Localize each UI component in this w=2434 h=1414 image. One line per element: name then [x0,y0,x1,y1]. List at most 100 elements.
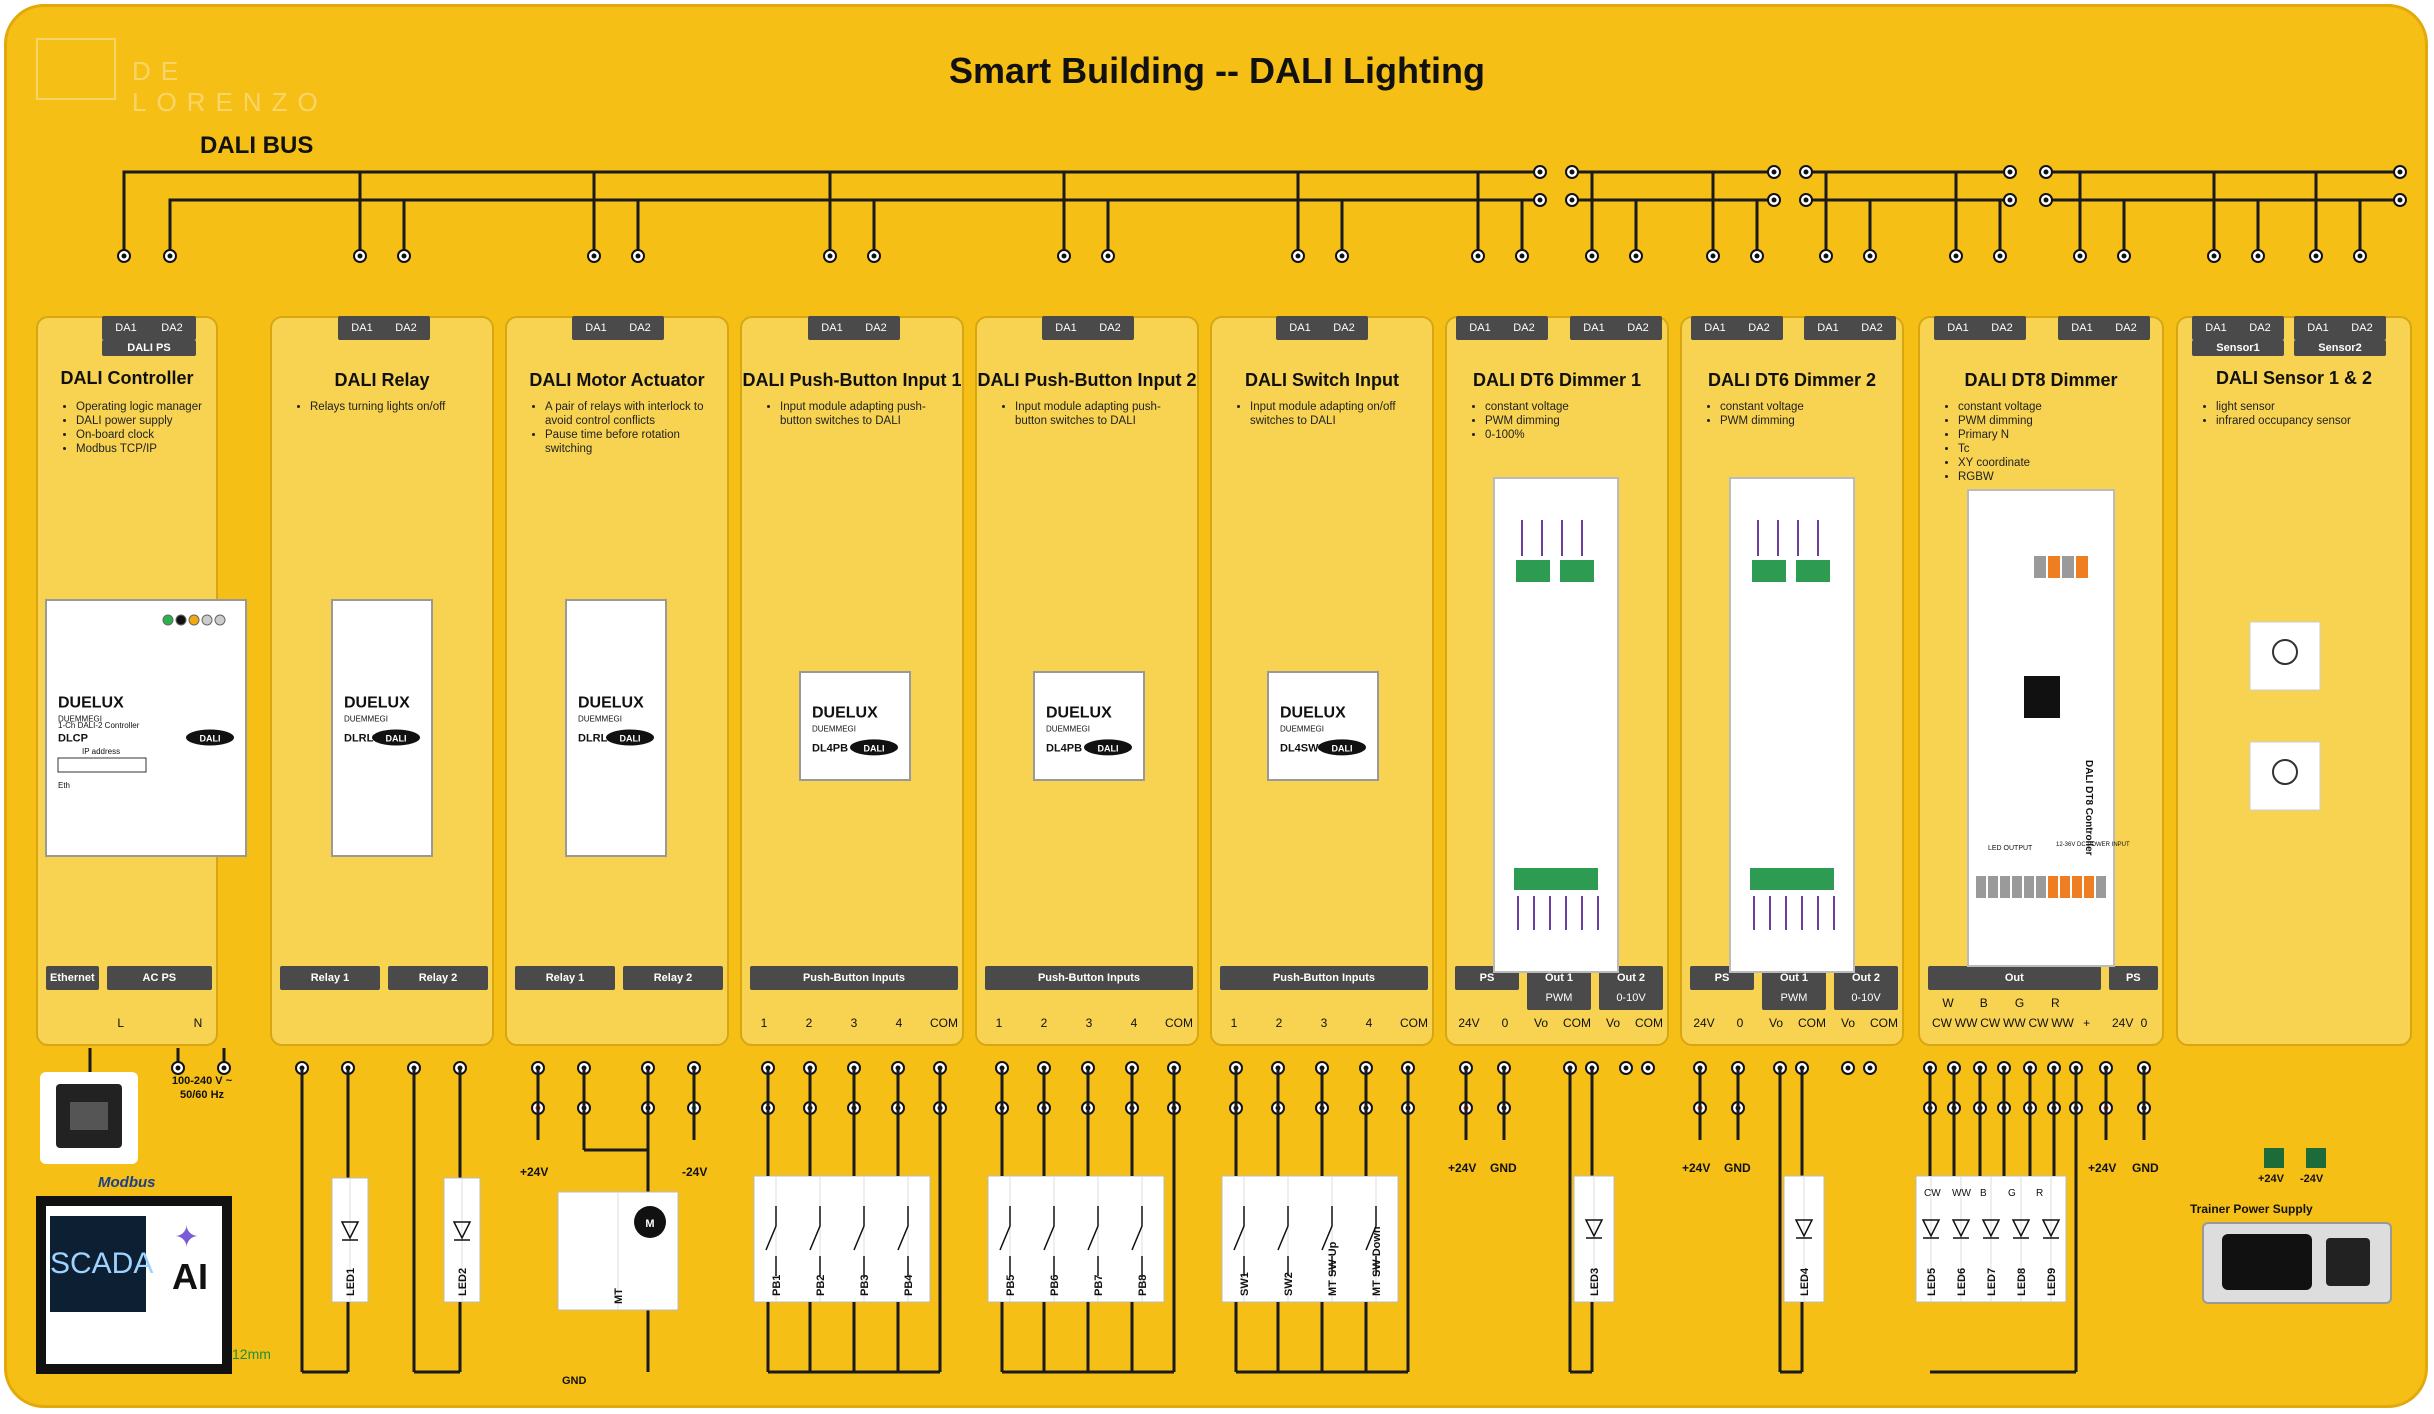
eth-label: Eth [58,781,70,790]
device-model: DLCP [58,733,88,745]
dali-terminal-tab: DA1 DA2 [572,316,664,340]
device-brand: DUELUX [578,695,644,712]
da2-label: DA2 [2115,322,2137,334]
ps-terminal[interactable] [2306,1148,2326,1168]
output-tab-label: Out 2 [1616,972,1646,984]
load-label: MT [613,1288,625,1304]
terminal-label: 1 [995,1016,1003,1030]
dt6-dimmer-device-dt6b [1729,477,1855,973]
module-description: constant voltagePWM dimmingPrimary NTcXY… [1942,400,2152,484]
scada-label: SCADA [50,1247,154,1280]
output-tab: Relay 2 [388,966,488,990]
output-tab: Push-Button Inputs [985,966,1193,990]
output-tab-sublabel: 0-10V [1851,992,1881,1004]
terminal-label: 1 [760,1016,768,1030]
da2-label: DA2 [2249,322,2271,334]
output-tab: Relay 1 [515,966,615,990]
color-label: W [1942,996,1954,1010]
output-tab-label: Out 2 [1851,972,1881,984]
power-switch-icon[interactable] [2326,1238,2370,1286]
terminal-block [1516,560,1550,582]
switch-symbol-icon [1321,1206,1333,1276]
load-label: LED6 [1956,1268,1968,1296]
module-title: DALI DT8 Dimmer [1964,370,2118,390]
bus-terminal-11-dot [2043,197,2049,203]
switch-symbol-icon [897,1206,909,1276]
output-tab-label: PS [1479,972,1495,984]
load-label: MT SW Down [1371,1226,1383,1296]
output-tab: AC PS [106,966,212,990]
dali-terminal-tab: DA1 DA2 [2294,316,2386,340]
device-maker: DUEMMEGI [578,715,622,724]
description-item: XY coordinate [1958,456,2152,470]
modbus-logo: Modbus [98,1174,156,1191]
output-tab: Push-Button Inputs [1220,966,1428,990]
dimmer-terminal-dot [1867,1065,1873,1071]
dimension-label: 12mm [232,1346,271,1362]
bus-terminal-13-dot [2397,197,2403,203]
led-symbol-icon [1921,1219,1941,1239]
output-tab: Out 1 PWM [1527,966,1591,1010]
output-tab: Out 1 PWM [1762,966,1826,1010]
dali-bus-segment-4 [2046,170,2400,202]
dali-logo-text: DALI [1332,743,1353,753]
status-led [214,614,226,626]
ac-terminal-dot [175,1065,181,1071]
module-title: DALI Push-Button Input 1 [742,370,962,390]
bus-terminal-12-dot [2397,169,2403,175]
device-subtitle: 1-Ch DALI-2 Controller [58,721,140,730]
plus24-label: +24V [2088,1161,2116,1175]
led-symbol-icon [1794,1219,1814,1239]
terminal-label: 0 [1501,1016,1509,1030]
terminal-label: 3 [1085,1016,1093,1030]
description-item: light sensor [2216,400,2400,414]
dali-bus-segment-2 [1572,170,1774,202]
input-switch-group-0: PB1 PB2 PB3 PB4 [753,1175,931,1303]
gnd-label: GND [1490,1161,1517,1175]
terminal-label: 2 [805,1016,813,1030]
da1-label: DA1 [351,322,373,334]
light-sensor-icon [2249,741,2321,811]
ac-voltage-label: 100-240 V ~ [172,1075,233,1087]
description-item: RGBW [1958,470,2152,484]
load-label: MT SW Up [1327,1241,1339,1296]
bus-drop-terminal-dot [2077,253,2083,259]
terminal-label: L [117,1016,124,1030]
ethernet-jack [40,1072,138,1164]
output-tab-sublabel: 0-10V [1616,992,1646,1004]
module-title: DALI Motor Actuator [529,370,705,390]
description-item: Input module adapting push-button switch… [780,400,952,428]
switch-symbol-icon [1365,1206,1377,1276]
description-item: DALI power supply [76,414,206,428]
dali-controller-device: DUELUX DUEMMEGI DLCP DALI 1-Ch DALI-2 Contro… [45,599,247,857]
led-symbol-icon [1981,1219,2001,1239]
dali-motor-device: DUELUX DUEMMEGI DLRL DALI [565,599,667,857]
dali-terminal-tab: DA1 DA2 [808,316,900,340]
load-label: LED5 [1926,1268,1938,1296]
terminal-block [1796,560,1830,582]
dali-logo [372,729,420,746]
plus24-label: +24V [1448,1161,1476,1175]
dt8-label: DALI DT8 Controller [2083,760,2094,856]
seven-seg-display [2024,676,2060,718]
da1-label: DA1 [1055,322,1077,334]
bus-terminal-7-dot [1803,197,1809,203]
ps-terminal[interactable] [2264,1148,2284,1168]
output-tab: Push-Button Inputs [750,966,958,990]
power-input-label: 12-36V DC POWER INPUT [2056,842,2130,848]
ai-sparkle-icon: ✦ [174,1221,200,1254]
output-tab-label: Push-Button Inputs [1272,972,1376,984]
bus-drop-terminal-dot [2357,253,2363,259]
output-tab: PS [2108,966,2158,990]
output-tab-label: Out 1 [1544,972,1574,984]
load-label: PB4 [903,1274,915,1296]
module-description: Input module adapting push-button switch… [999,400,1187,428]
dali-logo-text: DALI [620,734,641,744]
led-symbol-icon [2011,1219,2031,1239]
device-brand: DUELUX [344,695,410,712]
load-label: LED3 [1589,1268,1601,1296]
module-description: constant voltagePWM dimming [1704,400,1892,428]
trainer-ps-socket[interactable] [2202,1222,2392,1304]
dt8-channel-label: G [2008,1188,2016,1199]
